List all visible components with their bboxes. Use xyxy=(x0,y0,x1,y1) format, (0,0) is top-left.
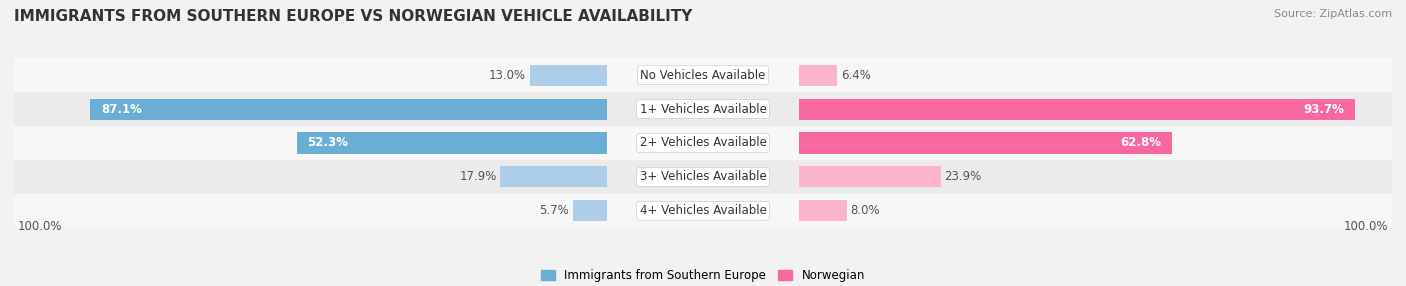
Text: 13.0%: 13.0% xyxy=(489,69,526,82)
Bar xyxy=(800,200,846,221)
Text: 100.0%: 100.0% xyxy=(17,220,62,233)
Bar xyxy=(800,132,1171,154)
Text: 1+ Vehicles Available: 1+ Vehicles Available xyxy=(640,103,766,116)
Text: Source: ZipAtlas.com: Source: ZipAtlas.com xyxy=(1274,9,1392,19)
Text: No Vehicles Available: No Vehicles Available xyxy=(640,69,766,82)
Text: 6.4%: 6.4% xyxy=(841,69,870,82)
Bar xyxy=(800,166,941,187)
Text: 52.3%: 52.3% xyxy=(307,136,347,150)
Bar xyxy=(14,194,1392,228)
Bar xyxy=(800,65,838,86)
Text: 62.8%: 62.8% xyxy=(1121,136,1161,150)
Text: 17.9%: 17.9% xyxy=(460,170,498,183)
Text: IMMIGRANTS FROM SOUTHERN EUROPE VS NORWEGIAN VEHICLE AVAILABILITY: IMMIGRANTS FROM SOUTHERN EUROPE VS NORWE… xyxy=(14,9,692,23)
Text: 5.7%: 5.7% xyxy=(540,204,569,217)
Bar xyxy=(90,99,606,120)
Bar xyxy=(14,126,1392,160)
Bar xyxy=(14,92,1392,126)
Text: 23.9%: 23.9% xyxy=(945,170,981,183)
Bar xyxy=(572,200,606,221)
Bar xyxy=(800,99,1354,120)
Bar xyxy=(14,160,1392,194)
Text: 8.0%: 8.0% xyxy=(851,204,880,217)
Text: 3+ Vehicles Available: 3+ Vehicles Available xyxy=(640,170,766,183)
Text: 87.1%: 87.1% xyxy=(101,103,142,116)
Text: 2+ Vehicles Available: 2+ Vehicles Available xyxy=(640,136,766,150)
Text: 100.0%: 100.0% xyxy=(1344,220,1389,233)
Text: 93.7%: 93.7% xyxy=(1303,103,1344,116)
Bar xyxy=(530,65,606,86)
Bar xyxy=(14,58,1392,92)
Legend: Immigrants from Southern Europe, Norwegian: Immigrants from Southern Europe, Norwegi… xyxy=(536,265,870,286)
Bar xyxy=(501,166,606,187)
Text: 4+ Vehicles Available: 4+ Vehicles Available xyxy=(640,204,766,217)
Bar xyxy=(297,132,606,154)
